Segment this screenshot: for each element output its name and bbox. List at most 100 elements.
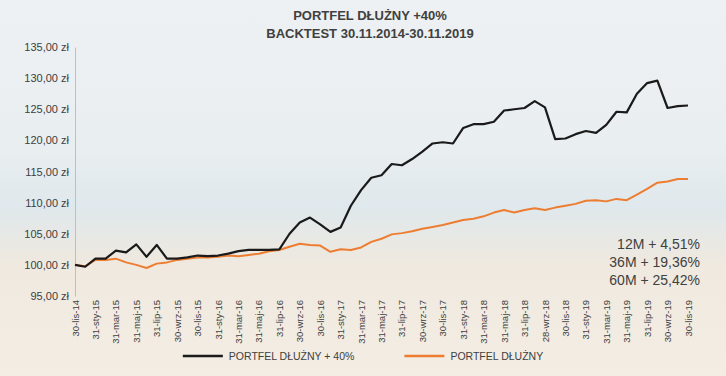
x-tick: 31-mar-16: [233, 296, 244, 344]
x-tick-label: 31-maj-16: [253, 300, 264, 343]
legend: PORTFEL DŁUŻNY + 40% PORTFEL DŁUŻNY: [183, 350, 543, 362]
x-tick: 28-wrz-18: [540, 296, 551, 342]
x-tick: 31-mar-15: [110, 296, 121, 344]
y-axis: 95,00 zł 100,00 zł 105,00 zł 110,00 zł 115,0…: [24, 41, 75, 302]
x-tick-label: 30-lis-16: [315, 300, 326, 336]
x-tick-label: 31-sty-19: [580, 300, 591, 340]
legend-item: PORTFEL DŁUŻNY: [404, 350, 543, 362]
y-tick-label: 110,00 zł: [25, 197, 69, 209]
x-tick-label: 31-maj-15: [131, 300, 142, 343]
x-tick-label: 30-wrz-17: [417, 300, 428, 342]
y-tick: 95,00 zł: [30, 290, 75, 302]
x-tick: 30-wrz-19: [662, 296, 673, 342]
x-tick-label: 31-lip-19: [642, 300, 653, 337]
x-tick-label: 28-wrz-18: [540, 300, 551, 342]
plot-area: [75, 81, 688, 268]
x-tick: 30-lis-14: [70, 296, 81, 336]
y-axis-line: [75, 48, 76, 297]
x-tick: 30-lis-19: [683, 296, 694, 336]
x-tick-label: 31-sty-16: [213, 300, 224, 340]
legend-swatch: [183, 355, 223, 358]
x-tick: 31-lip-19: [642, 296, 653, 337]
series-line: [75, 179, 688, 268]
x-tick: 31-lip-16: [274, 296, 285, 337]
x-tick: 31-lip-18: [519, 296, 530, 337]
x-tick: 31-lip-17: [396, 296, 407, 337]
y-tick: 100,00 zł: [24, 259, 75, 271]
x-tick-label: 31-lip-15: [151, 300, 162, 337]
x-tick-label: 31-lip-16: [274, 300, 285, 337]
x-tick: 31-maj-15: [131, 296, 142, 343]
x-tick: 31-sty-15: [90, 296, 101, 340]
y-tick-label: 130,00 zł: [24, 72, 69, 84]
legend-item: PORTFEL DŁUŻNY + 40%: [183, 350, 355, 362]
y-tick: 105,00 zł: [24, 228, 75, 240]
x-tick-label: 30-lis-14: [70, 300, 81, 336]
y-tick: 110,00 zł: [25, 197, 75, 209]
x-tick: 30-wrz-15: [172, 296, 183, 342]
subtitle: BACKTEST 30.11.2014-30.11.2019: [266, 26, 473, 41]
x-tick: 31-sty-16: [213, 296, 224, 340]
y-tick-label: 135,00 zł: [24, 41, 69, 53]
x-tick-label: 31-mar-18: [478, 300, 489, 344]
x-tick-label: 31-lip-18: [519, 300, 530, 337]
x-tick-label: 31-maj-18: [499, 300, 510, 343]
y-tick-label: 120,00 zł: [24, 134, 69, 146]
y-tick-label: 105,00 zł: [24, 228, 69, 240]
y-tick: 120,00 zł: [24, 134, 75, 146]
legend-swatch: [404, 355, 444, 358]
x-tick-label: 30-lis-17: [437, 300, 448, 336]
x-tick-label: 30-lis-15: [192, 300, 203, 336]
x-tick-label: 30-lis-18: [560, 300, 571, 336]
x-tick: 31-mar-19: [601, 296, 612, 344]
x-axis: 30-lis-14 31-sty-15 31-mar-15 31-maj-15 31-l…: [70, 296, 694, 344]
x-tick-label: 31-sty-17: [335, 300, 346, 340]
title: PORTFEL DŁUŻNY +40%: [293, 8, 447, 23]
x-tick: 31-sty-17: [335, 296, 346, 340]
x-tick: 31-maj-18: [499, 296, 510, 343]
x-tick: 31-mar-18: [478, 296, 489, 344]
y-tick: 125,00 zł: [24, 103, 75, 115]
y-tick-label: 100,00 zł: [24, 259, 69, 271]
x-tick: 31-sty-18: [458, 296, 469, 340]
y-tick: 130,00 zł: [24, 72, 75, 84]
x-tick-label: 30-wrz-19: [662, 300, 673, 342]
background: [0, 0, 726, 376]
x-tick-label: 31-mar-16: [233, 300, 244, 344]
x-tick-label: 31-lip-17: [396, 300, 407, 337]
y-tick: 135,00 zł: [24, 41, 75, 53]
x-tick: 30-lis-16: [315, 296, 326, 336]
x-tick: 30-lis-17: [437, 296, 448, 336]
series-line: [75, 81, 688, 267]
x-tick: 31-maj-17: [376, 296, 387, 343]
legend-label: PORTFEL DŁUŻNY + 40%: [229, 350, 355, 362]
x-tick: 30-wrz-16: [294, 296, 305, 342]
x-tick-label: 31-mar-17: [356, 300, 367, 344]
x-tick-label: 31-mar-19: [601, 300, 612, 344]
x-tick-label: 31-maj-19: [621, 300, 632, 343]
y-tick-label: 95,00 zł: [30, 290, 69, 302]
x-tick: 31-maj-16: [253, 296, 264, 343]
y-tick-label: 125,00 zł: [24, 103, 69, 115]
x-tick-label: 31-sty-18: [458, 300, 469, 340]
annotation: 12M + 4,51%: [617, 236, 700, 252]
y-tick-label: 115,00 zł: [25, 166, 69, 178]
x-tick-label: 31-mar-15: [110, 300, 121, 344]
x-tick: 31-maj-19: [621, 296, 632, 343]
x-tick-label: 30-lis-19: [683, 300, 694, 336]
x-tick: 31-sty-19: [580, 296, 591, 340]
x-tick: 30-lis-18: [560, 296, 571, 336]
x-tick-label: 31-sty-15: [90, 300, 101, 340]
annotation: 36M + 19,36%: [609, 254, 700, 270]
y-tick: 115,00 zł: [25, 166, 75, 178]
x-tick: 30-wrz-17: [417, 296, 428, 342]
x-tick-label: 30-wrz-15: [172, 300, 183, 342]
chart-svg: PORTFEL DŁUŻNY +40% BACKTEST 30.11.2014-3…: [0, 0, 726, 376]
annotation: 60M + 25,42%: [609, 272, 700, 288]
x-axis-line: [76, 296, 689, 297]
chart-container: PORTFEL DŁUŻNY +40% BACKTEST 30.11.2014-3…: [0, 0, 726, 376]
legend-label: PORTFEL DŁUŻNY: [450, 350, 543, 362]
x-tick: 30-lis-15: [192, 296, 203, 336]
x-tick: 31-mar-17: [356, 296, 367, 344]
x-tick-label: 31-maj-17: [376, 300, 387, 343]
